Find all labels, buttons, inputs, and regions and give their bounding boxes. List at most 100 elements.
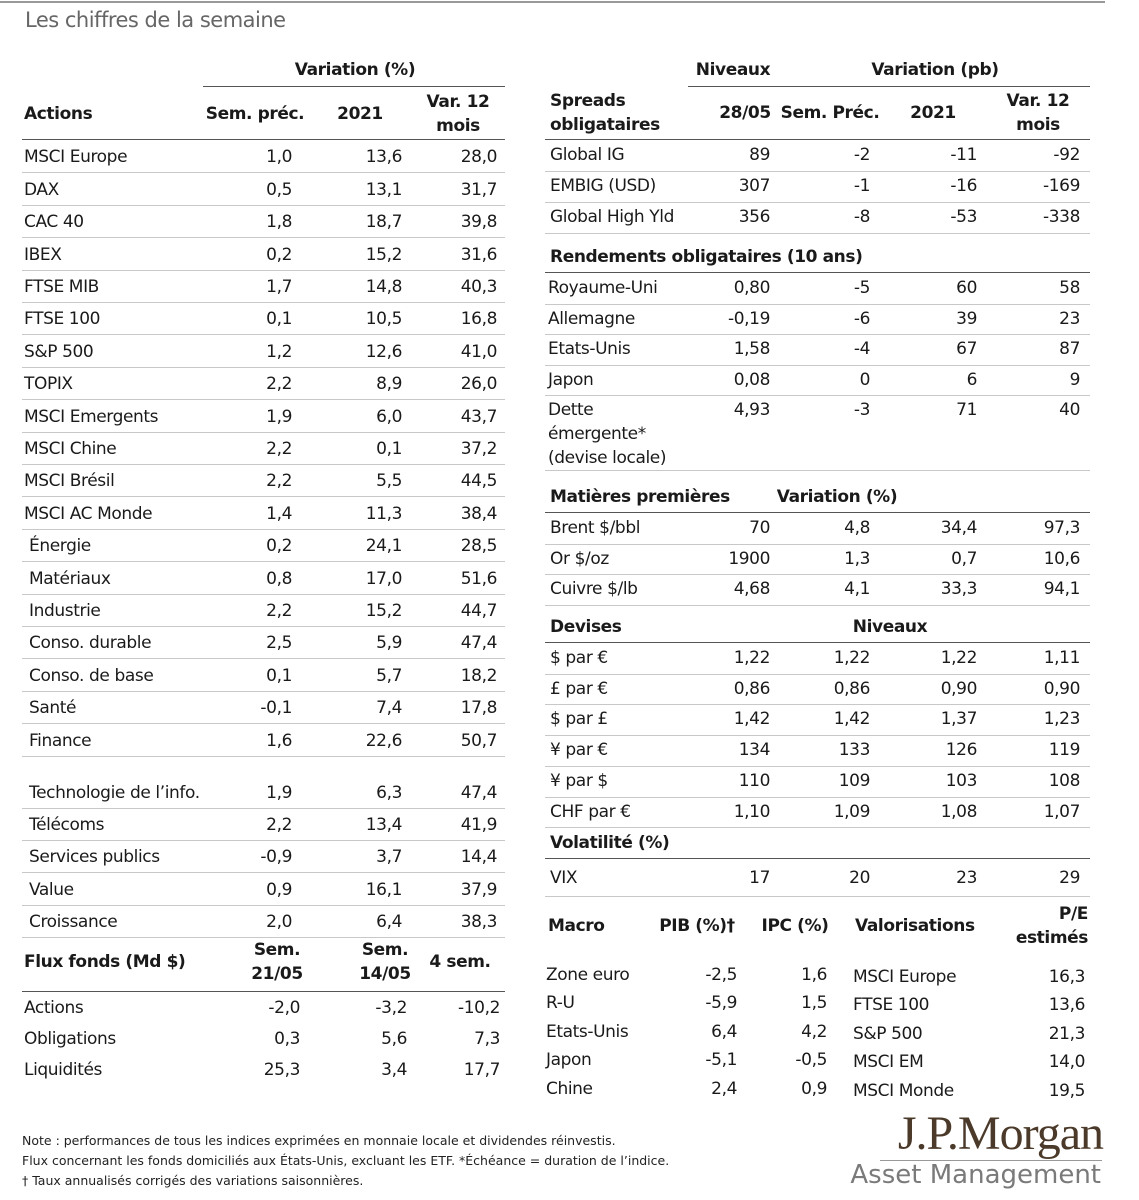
cell-value: 1,6: [801, 965, 827, 985]
cell-value: 0,86: [833, 678, 871, 699]
note: Note : performances de tous les indices …: [22, 1133, 616, 1148]
row-label: Santé: [29, 698, 77, 719]
cell-value: 50,7: [460, 730, 498, 751]
cell-value: 1,42: [733, 709, 771, 730]
row-label: Japon: [546, 1050, 592, 1071]
row-label: MSCI Monde: [853, 1080, 954, 1101]
cell-value: 43,7: [460, 406, 498, 427]
cell-value: 25,3: [263, 1060, 301, 1080]
cell-value: 39: [956, 308, 977, 329]
group-header: Niveaux: [695, 60, 771, 80]
rule: [22, 302, 505, 303]
cell-value: 4,1: [844, 579, 870, 599]
cell-value: 0,7: [951, 548, 977, 569]
cell-value: 14,0: [1048, 1052, 1086, 1073]
rule: [22, 690, 505, 692]
cell-value: 34,4: [940, 518, 978, 538]
cell-value: -3: [853, 400, 871, 420]
cell-value: -16: [950, 176, 977, 196]
column-header: Valorisations: [855, 916, 975, 936]
row-label: IBEX: [24, 244, 62, 265]
cell-value: 47,4: [460, 782, 498, 803]
cell-value: 15,2: [365, 601, 403, 621]
rule: [545, 512, 1090, 513]
cell-value: 40: [1059, 400, 1080, 420]
row-label: Énergie: [29, 536, 91, 557]
row-label: R-U: [546, 993, 575, 1014]
cell-value: 1,9: [266, 406, 292, 427]
row-label: Zone euro: [546, 965, 630, 985]
row-label: £ par €: [550, 678, 608, 699]
rule: [22, 593, 505, 595]
cell-value: 41,0: [460, 341, 498, 362]
row-label: MSCI Europe: [853, 967, 957, 987]
cell-value: -53: [950, 207, 977, 227]
rule: [545, 796, 1090, 798]
logo-rule: [880, 1160, 1102, 1161]
cell-value: 0,1: [266, 665, 292, 686]
group-header: Variation (pb): [871, 60, 999, 80]
cell-value: 13,6: [365, 147, 403, 168]
cell-value: 2,2: [266, 374, 292, 395]
row-label: Or $/oz: [550, 548, 609, 569]
row-label: Conso. de base: [29, 665, 154, 686]
cell-value: 17,7: [463, 1060, 501, 1080]
row-label: Liquidités: [24, 1060, 102, 1080]
cell-value: 108: [1048, 770, 1081, 791]
cell-value: 21,3: [1048, 1023, 1086, 1044]
column-header: Sem. 21/05: [251, 940, 303, 984]
rule: [22, 937, 505, 939]
column-header: IPC (%): [761, 916, 829, 936]
cell-value: 1,3: [844, 548, 870, 569]
column-header: P/E estimés: [1015, 904, 1089, 948]
cell-value: 1,09: [833, 801, 871, 822]
rule: [22, 334, 505, 336]
row-label: DAX: [24, 179, 59, 200]
row-label: Matériaux: [29, 568, 111, 589]
cell-value: 87: [1059, 339, 1080, 359]
rule: [545, 543, 1090, 545]
cell-value: 0,3: [274, 1029, 300, 1049]
cell-value: 58: [1059, 278, 1080, 298]
rule: [22, 204, 505, 206]
rule: [545, 827, 1090, 829]
rule: [545, 272, 1090, 273]
cell-value: 2,2: [266, 601, 292, 621]
cell-value: 0,5: [266, 179, 292, 200]
rule: [545, 858, 1090, 859]
row-label: MSCI Europe: [24, 147, 128, 168]
cell-value: -338: [1043, 207, 1080, 227]
rule: [22, 561, 505, 563]
rule: [22, 723, 505, 725]
logo-name: J.P.Morgan: [897, 1107, 1104, 1160]
cell-value: 4,93: [733, 400, 771, 420]
column-header: Devises: [550, 617, 622, 637]
top-rule: [0, 1, 1105, 3]
cell-value: 1,8: [266, 212, 292, 233]
row-label: Conso. durable: [29, 633, 152, 654]
cell-value: 44,7: [460, 601, 498, 621]
cell-value: 38,4: [460, 503, 498, 524]
cell-value: 0,86: [733, 678, 771, 699]
cell-value: 6: [966, 369, 978, 390]
cell-value: 134: [738, 740, 771, 761]
cell-value: 14,8: [365, 277, 403, 297]
rule: [22, 269, 505, 271]
column-header: 2021: [910, 103, 956, 123]
row-label: FTSE 100: [24, 309, 101, 330]
cell-value: -11: [950, 145, 977, 165]
rule: [22, 807, 505, 809]
cell-value: 17,8: [460, 698, 498, 719]
row-label: CHF par €: [550, 801, 631, 822]
cell-value: 38,3: [460, 912, 498, 933]
cell-value: 2,2: [266, 815, 292, 835]
section-title: Rendements obligataires (10 ans): [550, 247, 863, 267]
cell-value: 1,22: [833, 648, 871, 668]
cell-value: 4,68: [733, 579, 771, 599]
cell-value: 1,5: [801, 993, 827, 1014]
cell-value: -2,5: [705, 965, 737, 985]
rule: [22, 172, 505, 174]
logo-subtitle: Asset Management: [850, 1160, 1101, 1190]
cell-value: 19,5: [1048, 1080, 1086, 1101]
column-header: Spreads obligataires: [550, 91, 660, 135]
